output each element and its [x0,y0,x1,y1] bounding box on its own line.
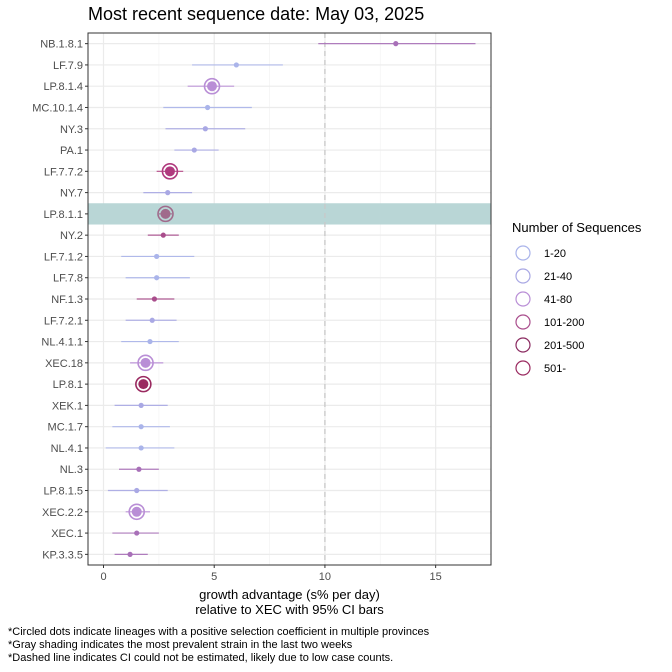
data-point [207,81,217,92]
legend-title: Number of Sequences [512,220,642,235]
y-tick-label: KP.3.3.5 [42,549,83,561]
y-tick-label: LF.7.9 [53,60,83,72]
legend-key [515,291,531,307]
y-tick-label: NY.7 [60,188,83,200]
y-tick-label: MC.10.1.4 [32,102,83,114]
data-point [165,190,171,196]
legend-label: 41-80 [544,294,572,306]
y-tick-label: MC.1.7 [48,422,83,434]
y-tick-label: LP.8.1.5 [43,486,83,498]
selection-circle [128,503,146,521]
y-tick-label: PA.1 [60,145,83,157]
data-point [233,62,239,68]
data-point [138,402,144,408]
selection-circle [137,354,154,372]
data-point [134,530,140,536]
y-tick-label: LF.7.1.2 [44,251,83,263]
data-point [393,41,399,47]
data-point [136,466,142,472]
y-tick-label: LP.8.1.4 [43,81,83,93]
y-tick-label: LF.7.7.2 [44,166,83,178]
legend-label: 1-20 [544,248,566,260]
legend-key [515,337,531,353]
axes: NB.1.8.1 LF.7.9 LP.8.1.4 MC.10.1.4 NY.3 PA.1 L… [32,39,442,617]
legend-key [515,314,531,330]
data-point [164,166,175,177]
y-tick-label: LF.7.8 [53,273,83,285]
data-point [154,253,160,260]
data-point [131,506,142,517]
data-point [127,551,133,557]
x-tick-label: 5 [211,571,217,583]
data-point [138,379,149,390]
legend-key [515,245,531,261]
y-tick-label: NL.3 [60,464,83,476]
legend-label: 21-40 [544,271,572,283]
y-tick-label: NL.4.1.1 [41,337,83,349]
data-point [151,296,158,302]
y-tick-label: LP.8.1.1 [43,209,83,221]
x-axis-title: growth advantage (s% per day) [199,587,380,602]
data-point [154,275,160,281]
selection-circle [203,77,221,95]
data-marks [105,41,476,557]
y-tick-label: NY.3 [60,124,83,136]
data-point [138,424,144,430]
highlight-band [88,203,491,225]
legend-label: 201-500 [544,340,584,352]
x-tick-label: 0 [100,571,106,583]
footnote-shading: *Gray shading indicates the most prevale… [8,639,353,651]
data-point [140,357,151,368]
y-tick-label: XEC.2.2 [42,507,83,519]
data-point [147,338,153,345]
y-tick-label: XEC.1 [51,528,83,540]
y-tick-label: XEK.1 [52,400,83,412]
chart-title: Most recent sequence date: May 03, 2025 [88,4,425,24]
footnote-dashed-line: *Dashed line indicates CI could not be e… [8,652,394,664]
data-point [191,147,197,153]
selection-circle [161,163,179,180]
data-point [160,232,166,238]
data-point [138,445,144,451]
legend-label: 501- [544,363,566,375]
legend-key [515,360,531,376]
y-tick-label: LP.8.1 [53,379,83,391]
data-point [149,317,155,323]
selection-circle [157,205,174,223]
y-tick-label: NL.4.1 [51,443,83,455]
x-axis-subtitle: relative to XEC with 95% CI bars [195,602,384,617]
data-point [202,126,208,132]
legend-label: 101-200 [544,317,584,329]
data-point [134,487,140,494]
y-tick-label: LF.7.2.1 [44,315,83,327]
y-tick-label: NB.1.8.1 [40,39,83,51]
data-point [204,104,211,111]
y-tick-label: NF.1.3 [51,294,83,306]
y-tick-label: XEC.18 [45,358,83,370]
legend: Number of Sequences 1-20 21-40 41-80 101-200… [512,220,642,376]
footnotes: *Circled dots indicate lineages with a p… [8,626,429,665]
x-tick-label: 10 [319,571,331,583]
legend-key [515,268,531,284]
x-tick-label: 15 [430,571,442,583]
footnote-circled: *Circled dots indicate lineages with a p… [8,626,430,638]
selection-circle [135,375,152,393]
data-point [160,208,171,219]
y-tick-label: NY.2 [60,230,83,242]
